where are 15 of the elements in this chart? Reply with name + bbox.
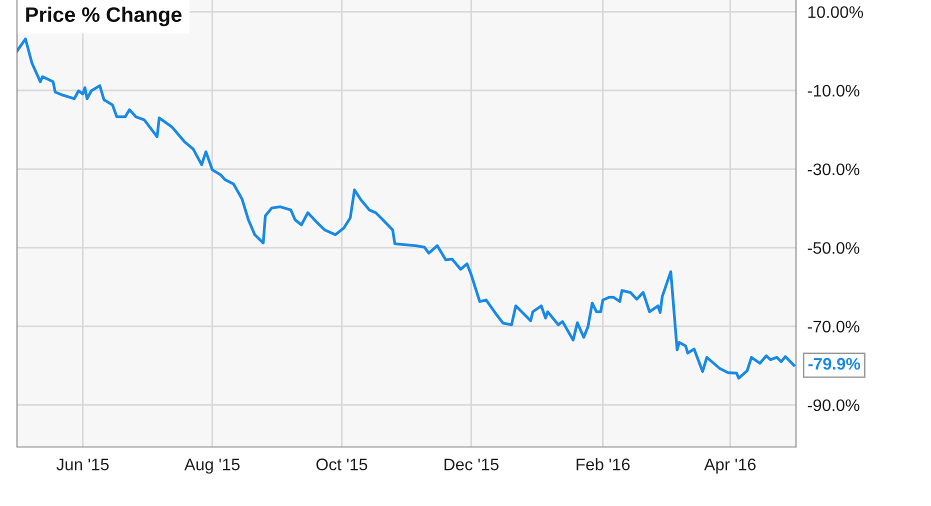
y-tick-label: 10.00% — [808, 6, 864, 18]
annotation: -79.9% — [808, 358, 860, 370]
y-tick-label: -70.0% — [808, 320, 860, 333]
y-tick-label: -30.0% — [808, 163, 860, 176]
y-tick-label: -50.0% — [808, 242, 860, 254]
x-tick-label: Dec '15 — [444, 458, 499, 470]
chart-title: Price % Change — [26, 6, 182, 26]
x-tick-label: Jun '15 — [56, 458, 109, 470]
line-series — [17, 38, 796, 380]
y-tick-label: -90.0% — [808, 399, 860, 412]
x-tick-label: Aug '15 — [184, 458, 240, 474]
y-tick-label: -10.0% — [808, 84, 860, 97]
x-tick-label: Apr '16 — [704, 458, 756, 474]
x-tick-label: Feb '16 — [576, 458, 630, 470]
x-tick-label: Oct '15 — [316, 458, 368, 470]
